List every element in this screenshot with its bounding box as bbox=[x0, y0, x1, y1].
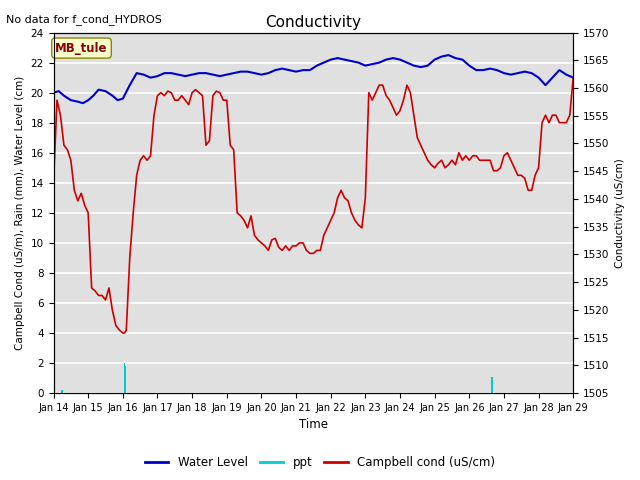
Y-axis label: Campbell Cond (uS/m), Rain (mm), Water Level (cm): Campbell Cond (uS/m), Rain (mm), Water L… bbox=[15, 76, 25, 350]
Text: No data for f_cond_HYDROS: No data for f_cond_HYDROS bbox=[6, 14, 163, 25]
Text: MB_tule: MB_tule bbox=[55, 42, 108, 55]
Y-axis label: Conductivity (uS/cm): Conductivity (uS/cm) bbox=[615, 158, 625, 268]
X-axis label: Time: Time bbox=[299, 419, 328, 432]
Legend: Water Level, ppt, Campbell cond (uS/cm): Water Level, ppt, Campbell cond (uS/cm) bbox=[140, 452, 500, 474]
Title: Conductivity: Conductivity bbox=[266, 15, 362, 30]
Bar bbox=[491, 377, 493, 393]
Bar bbox=[61, 390, 63, 393]
Bar bbox=[125, 366, 127, 393]
Bar bbox=[124, 363, 125, 393]
